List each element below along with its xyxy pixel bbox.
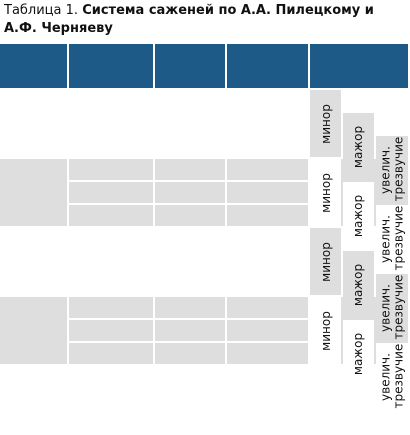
chord-cell: мажор: [343, 182, 374, 249]
row-note: [227, 228, 308, 249]
group-cell: [0, 366, 67, 433]
header-cell: [0, 44, 67, 88]
row-note: [227, 320, 308, 341]
row-name: [69, 320, 153, 341]
row-length: [155, 412, 225, 433]
row-name: [69, 412, 153, 433]
row-name: [69, 205, 153, 226]
caption-title: Система саженей по А.А. Пилецкому и А.Ф.…: [4, 3, 374, 36]
header-cell: [227, 44, 308, 88]
row-length: [155, 297, 225, 318]
group-cell: [0, 159, 67, 226]
row-length: [155, 366, 225, 387]
row-name: [69, 297, 153, 318]
header-cell: [155, 44, 225, 88]
row-name: [69, 274, 153, 295]
chord-cell-text: увелич. трезвучие: [378, 343, 405, 408]
chord-cell-text: мажор: [351, 125, 366, 168]
chord-cell: минор: [310, 90, 341, 157]
row-note: [227, 136, 308, 157]
chord-cell-text: мажор: [351, 263, 366, 306]
row-length: [155, 136, 225, 157]
group-cell: [0, 90, 67, 157]
row-note: [227, 297, 308, 318]
chord-cell-text: увелич. трезвучие: [378, 205, 405, 270]
chord-cell: увелич. трезвучие: [376, 205, 408, 272]
row-name: [69, 389, 153, 410]
chord-cell: мажор: [343, 251, 374, 318]
chord-cell: минор: [310, 228, 341, 295]
row-name: [69, 90, 153, 111]
row-name: [69, 228, 153, 249]
chord-cell-text: увелич. трезвучие: [378, 274, 405, 339]
group-cell: [0, 228, 67, 295]
row-note: [227, 159, 308, 180]
row-note: [227, 389, 308, 410]
row-note: [227, 412, 308, 433]
row-length: [155, 343, 225, 364]
row-note: [227, 113, 308, 134]
row-length: [155, 90, 225, 111]
row-name: [69, 343, 153, 364]
header-cell: [310, 44, 408, 88]
row-length: [155, 274, 225, 295]
row-note: [227, 274, 308, 295]
row-note: [227, 205, 308, 226]
row-name: [69, 136, 153, 157]
chord-cell: минор: [310, 297, 341, 364]
row-name: [69, 113, 153, 134]
chord-cell: увелич. трезвучие: [376, 274, 408, 341]
chord-cell: минор: [310, 159, 341, 226]
row-length: [155, 182, 225, 203]
chord-cell-text: мажор: [351, 332, 366, 375]
chord-cell-text: минор: [318, 172, 333, 213]
chord-cell-text: мажор: [351, 194, 366, 237]
header-cell: [69, 44, 153, 88]
row-name: [69, 251, 153, 272]
caption-prefix: Таблица 1.: [4, 3, 79, 18]
sazhen-table: минор мажор увелич. трезвучие минор мажор уве…: [0, 44, 410, 435]
chord-cell: мажор: [343, 113, 374, 180]
chord-cell: мажор: [343, 320, 374, 387]
chord-cell: увелич. трезвучие: [376, 343, 408, 410]
row-length: [155, 159, 225, 180]
row-note: [227, 366, 308, 387]
row-name: [69, 182, 153, 203]
row-length: [155, 389, 225, 410]
chord-cell-text: минор: [318, 310, 333, 351]
row-note: [227, 343, 308, 364]
row-length: [155, 113, 225, 134]
row-name: [69, 366, 153, 387]
chord-cell-text: минор: [318, 103, 333, 144]
chord-cell-text: увелич. трезвучие: [378, 136, 405, 201]
row-note: [227, 251, 308, 272]
chord-cell: увелич. трезвучие: [376, 136, 408, 203]
row-note: [227, 90, 308, 111]
table-caption: Таблица 1. Система саженей по А.А. Пилец…: [4, 2, 408, 38]
row-length: [155, 320, 225, 341]
row-note: [227, 182, 308, 203]
row-length: [155, 251, 225, 272]
row-length: [155, 205, 225, 226]
chord-cell-text: минор: [318, 241, 333, 282]
row-length: [155, 228, 225, 249]
group-cell: [0, 297, 67, 364]
row-name: [69, 159, 153, 180]
